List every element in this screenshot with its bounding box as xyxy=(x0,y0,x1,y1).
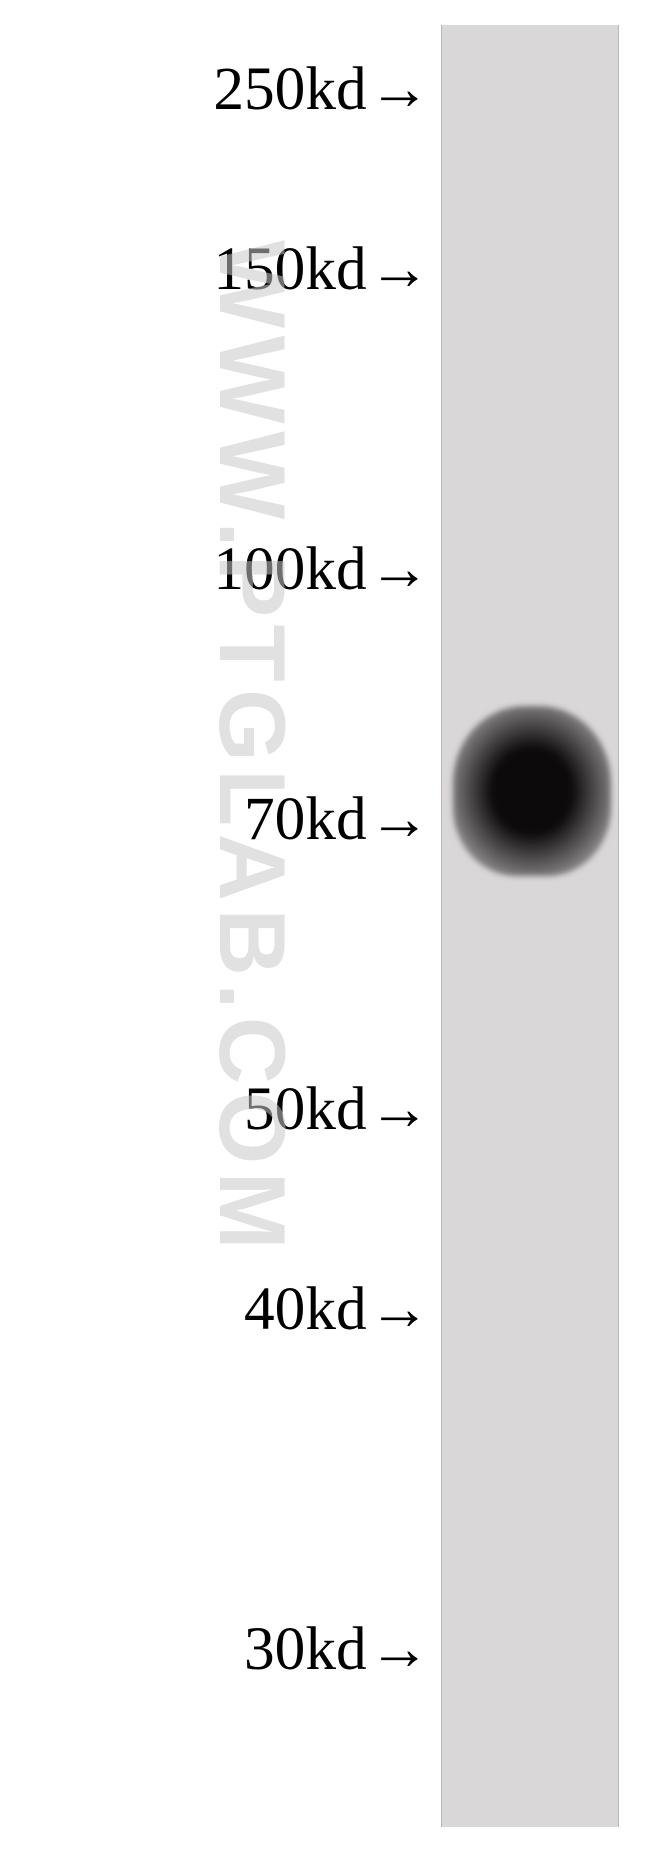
western-blot-figure: 250kd→150kd→100kd→70kd→50kd→40kd→30kd→ W… xyxy=(0,0,650,1855)
arrow-right-icon: → xyxy=(369,234,430,305)
protein-band xyxy=(453,706,611,876)
arrow-right-icon: → xyxy=(369,1274,430,1345)
mw-marker: 40kd→ xyxy=(244,1274,430,1345)
mw-marker-label: 40kd xyxy=(244,1274,367,1345)
mw-marker: 250kd→ xyxy=(213,54,430,125)
arrow-right-icon: → xyxy=(369,1074,430,1145)
arrow-right-icon: → xyxy=(369,1614,430,1685)
blot-lane xyxy=(441,25,619,1827)
watermark-label: WWW.PTGLAB.COM xyxy=(200,240,304,1257)
mw-marker-label: 250kd xyxy=(213,54,366,125)
mw-marker-label: 30kd xyxy=(244,1614,367,1685)
arrow-right-icon: → xyxy=(369,784,430,855)
arrow-right-icon: → xyxy=(369,54,430,125)
arrow-right-icon: → xyxy=(369,534,430,605)
mw-marker: 30kd→ xyxy=(244,1614,430,1685)
watermark-text: WWW.PTGLAB.COM xyxy=(198,240,305,1257)
